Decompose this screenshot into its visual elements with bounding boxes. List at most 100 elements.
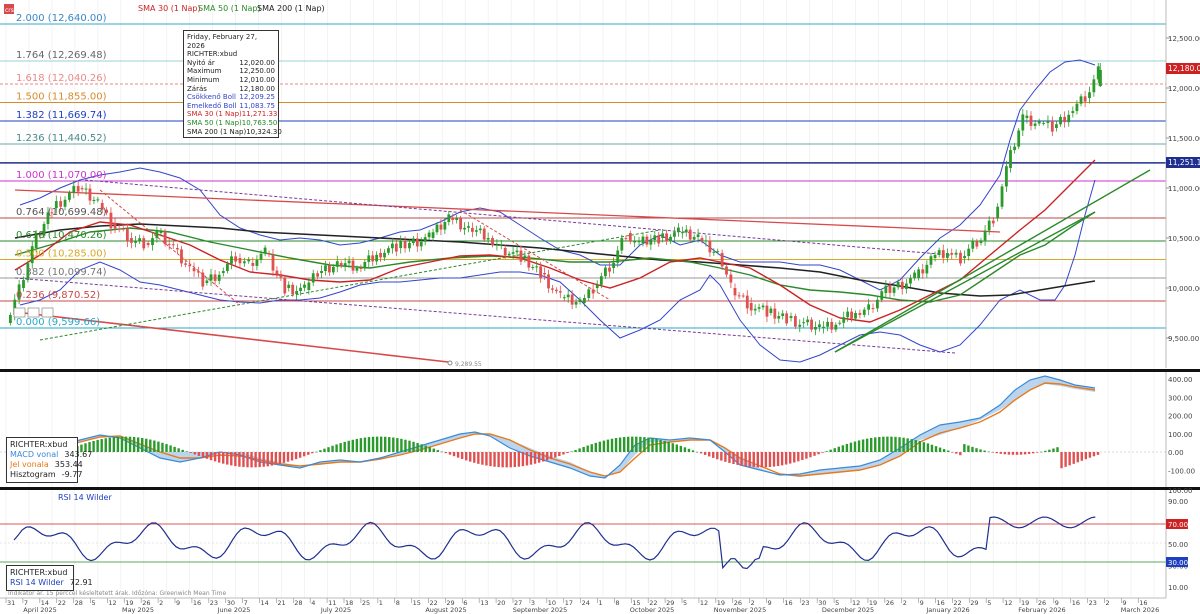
legend-sma50[interactable]: SMA 50 (1 Nap): [198, 4, 261, 13]
histogram-bar: [946, 450, 950, 452]
candle-body: [975, 241, 979, 247]
histogram-bar: [161, 442, 164, 452]
histogram-bar: [951, 452, 954, 453]
candle-body: [745, 295, 749, 309]
rsi-legend-ticker: RICHTER:xbud: [10, 568, 68, 577]
histogram-bar: [379, 436, 383, 452]
candle-body: [355, 268, 359, 271]
day-tick-label: 29: [970, 599, 978, 607]
last-candle-body: [1098, 70, 1102, 86]
candle-body: [234, 256, 237, 262]
candle-body: [616, 250, 620, 263]
candle-body: [439, 224, 443, 230]
price-tick-label: 11,500.00: [1168, 135, 1200, 143]
histogram-bar: [720, 452, 723, 461]
histogram-bar: [96, 439, 99, 452]
candle-body: [471, 228, 474, 232]
candle-body: [554, 289, 558, 292]
candle-body: [1000, 186, 1004, 207]
histogram-bar: [493, 452, 496, 467]
candle-body: [566, 294, 570, 298]
candle-body: [390, 243, 394, 249]
candle-body: [1055, 124, 1058, 128]
candle-body: [673, 232, 676, 237]
histogram-bar: [100, 439, 103, 452]
candle-body: [1017, 130, 1021, 147]
day-tick-label: 12: [700, 599, 708, 607]
legend-sma200[interactable]: SMA 200 (1 Nap): [257, 4, 325, 13]
candle-body: [729, 274, 733, 283]
histogram-bar: [1056, 447, 1059, 452]
candle-body: [455, 218, 459, 220]
histogram-bar: [404, 439, 407, 452]
candle-body: [757, 307, 761, 309]
candle-body: [287, 284, 291, 288]
panel-separator-1[interactable]: [0, 369, 1200, 372]
candle-body: [267, 253, 271, 255]
histogram-bar: [627, 436, 630, 452]
day-tick-label: 15: [413, 599, 421, 607]
candle-body: [399, 240, 403, 248]
day-tick-label: 26: [1038, 599, 1046, 607]
histogram-bar: [238, 452, 241, 467]
candle-body: [608, 267, 611, 272]
candle-body: [59, 201, 63, 207]
month-label: December 2025: [822, 606, 874, 614]
histogram-bar: [695, 451, 699, 453]
day-tick-label: 7: [24, 599, 28, 607]
share-icon[interactable]: [41, 307, 54, 318]
day-tick-label: 14: [41, 599, 49, 607]
day-tick-label: 31: [7, 599, 15, 607]
candle-body: [482, 228, 486, 240]
settings-icon[interactable]: [27, 307, 40, 318]
candle-body: [582, 298, 586, 303]
histogram-bar: [363, 437, 367, 452]
candle-body: [411, 238, 415, 243]
histogram-bar: [914, 440, 917, 452]
candle-body: [830, 321, 834, 330]
histogram-bar: [339, 443, 342, 452]
candle-body: [862, 309, 866, 315]
candle-body: [155, 231, 159, 239]
histogram-bar: [716, 452, 719, 460]
histogram-bar: [805, 452, 808, 459]
histogram-bar: [797, 452, 800, 462]
candle-body: [146, 243, 150, 246]
histogram-bar: [764, 452, 768, 468]
histogram-bar: [724, 452, 727, 462]
symbol-badge[interactable]: [4, 4, 14, 14]
histogram-bar: [631, 436, 634, 452]
candle-body: [1096, 66, 1100, 80]
candle-body: [130, 238, 133, 243]
candle-body: [979, 240, 983, 243]
hist-legend-value: -9.77: [61, 470, 83, 479]
candle-body: [753, 308, 757, 311]
histogram-bar: [436, 450, 440, 452]
day-tick-label: 2: [1106, 599, 1110, 607]
histogram-bar: [424, 445, 427, 452]
histogram-bar: [554, 452, 557, 458]
histogram-bar: [610, 438, 614, 452]
legend-sma30[interactable]: SMA 30 (1 Nap): [138, 4, 201, 13]
candle-body: [109, 212, 113, 229]
macd-tick-label: 0.00: [1168, 449, 1184, 457]
histogram-bar: [1007, 452, 1011, 455]
panel-separator-2[interactable]: [0, 487, 1200, 490]
histogram-bar: [789, 452, 792, 464]
histogram-bar: [821, 452, 824, 453]
candle-body: [347, 260, 351, 264]
histogram-bar: [708, 452, 711, 457]
camera-icon[interactable]: [13, 307, 26, 318]
candle-body: [50, 212, 54, 214]
candle-body: [574, 302, 578, 305]
candle-body: [263, 247, 267, 254]
histogram-bar: [1023, 452, 1027, 455]
candle-body: [950, 253, 954, 255]
histogram-bar: [323, 448, 326, 452]
day-tick-label: 15: [632, 599, 640, 607]
price-panel: 9,289.55 2.000 (12,640.00) 1.764 (12,269.…: [0, 0, 1166, 598]
candle-body: [818, 324, 821, 327]
candle-body: [247, 259, 251, 262]
